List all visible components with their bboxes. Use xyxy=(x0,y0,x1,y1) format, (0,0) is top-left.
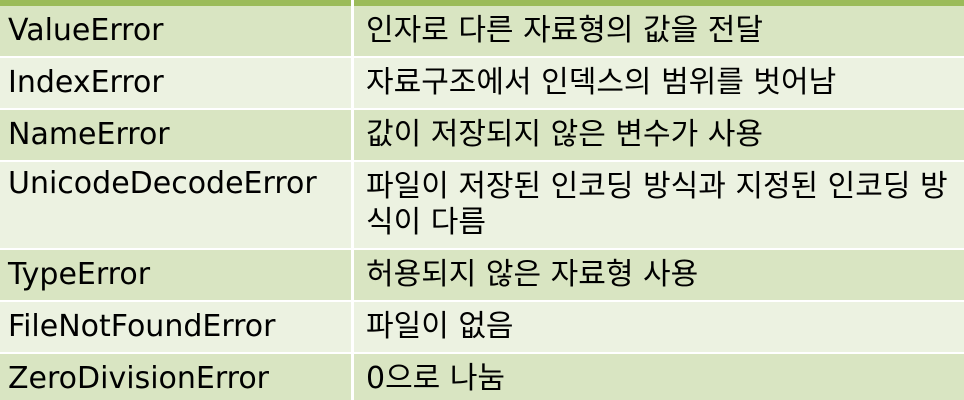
column-divider xyxy=(351,58,354,108)
error-name-cell: ValueError xyxy=(0,6,351,56)
error-description-cell: 값이 저장되지 않은 변수가 사용 xyxy=(354,110,964,160)
error-name-cell: UnicodeDecodeError xyxy=(0,162,351,248)
table-header-strip xyxy=(0,0,964,6)
table-row: UnicodeDecodeError 파일이 저장된 인코딩 방식과 지정된 인… xyxy=(0,162,964,250)
column-divider xyxy=(351,250,354,300)
error-name-cell: FileNotFoundError xyxy=(0,302,351,352)
column-divider xyxy=(351,6,354,56)
header-cell-right xyxy=(354,0,964,6)
error-description-cell: 자료구조에서 인덱스의 범위를 벗어남 xyxy=(354,58,964,108)
column-divider xyxy=(351,302,354,352)
column-divider xyxy=(351,110,354,160)
column-divider xyxy=(351,162,354,248)
table-row: ZeroDivisionError 0으로 나눔 xyxy=(0,354,964,400)
error-name-cell: TypeError xyxy=(0,250,351,300)
error-description-cell: 파일이 저장된 인코딩 방식과 지정된 인코딩 방식이 다름 xyxy=(354,162,964,248)
error-description-cell: 인자로 다른 자료형의 값을 전달 xyxy=(354,6,964,56)
error-description-cell: 허용되지 않은 자료형 사용 xyxy=(354,250,964,300)
error-name-cell: NameError xyxy=(0,110,351,160)
error-name-cell: ZeroDivisionError xyxy=(0,354,351,400)
error-name-cell: IndexError xyxy=(0,58,351,108)
header-cell-left xyxy=(0,0,351,6)
header-divider xyxy=(351,0,354,6)
table-row: FileNotFoundError 파일이 없음 xyxy=(0,302,964,354)
table-row: ValueError 인자로 다른 자료형의 값을 전달 xyxy=(0,6,964,58)
table-row: TypeError 허용되지 않은 자료형 사용 xyxy=(0,250,964,302)
table-row: IndexError 자료구조에서 인덱스의 범위를 벗어남 xyxy=(0,58,964,110)
error-description-cell: 0으로 나눔 xyxy=(354,354,964,400)
table-body: ValueError 인자로 다른 자료형의 값을 전달 IndexError … xyxy=(0,6,964,400)
column-divider xyxy=(351,354,354,400)
error-description-cell: 파일이 없음 xyxy=(354,302,964,352)
table-row: NameError 값이 저장되지 않은 변수가 사용 xyxy=(0,110,964,162)
